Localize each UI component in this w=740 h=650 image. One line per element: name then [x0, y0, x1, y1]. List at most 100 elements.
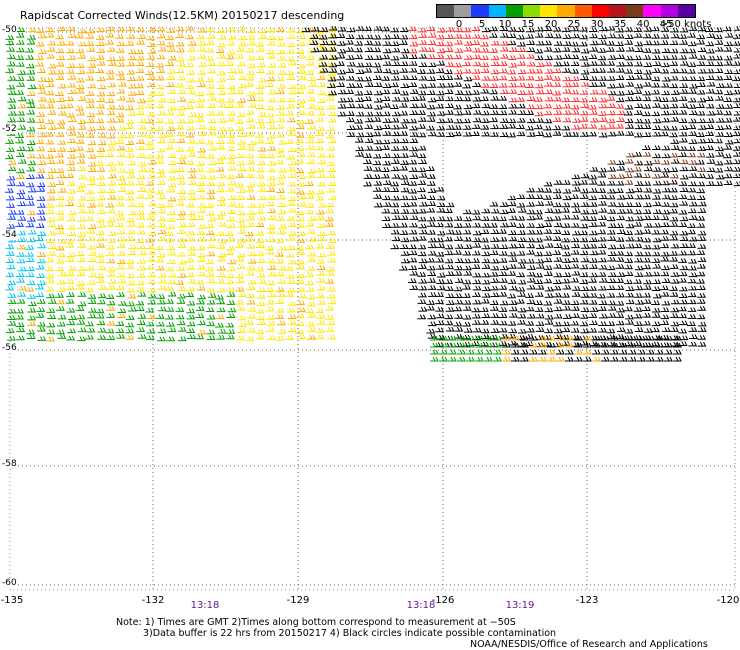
wind-barb — [255, 167, 265, 173]
wind-barb — [408, 201, 418, 207]
wind-barb — [400, 48, 410, 54]
wind-barb — [236, 328, 246, 333]
wind-barb — [499, 244, 509, 250]
wind-barb — [236, 160, 246, 166]
wind-barb — [400, 96, 410, 102]
wind-barb — [624, 208, 634, 214]
wind-barb — [462, 209, 472, 215]
wind-barb — [579, 237, 589, 243]
wind-barb — [115, 210, 125, 216]
wind-barb — [185, 146, 195, 152]
wind-barb — [317, 202, 327, 208]
wind-barb — [679, 166, 689, 172]
wind-barb — [95, 273, 105, 278]
wind-barb — [489, 26, 499, 32]
wind-barb — [66, 252, 76, 258]
wind-barb — [315, 258, 325, 264]
wind-barb — [670, 299, 680, 305]
wind-barb — [669, 48, 679, 54]
wind-barb — [499, 26, 509, 31]
wind-barb — [277, 265, 287, 271]
wind-barb — [157, 236, 166, 241]
wind-barb — [57, 187, 67, 193]
wind-barb — [165, 299, 174, 304]
wind-barb — [309, 34, 319, 39]
wind-barb — [409, 131, 419, 137]
wind-barb — [453, 271, 463, 276]
wind-barb — [207, 292, 217, 298]
wind-barb — [67, 55, 77, 60]
wind-barb — [127, 160, 137, 166]
wind-barb — [589, 76, 598, 81]
wind-barb — [325, 222, 334, 227]
wind-barb — [27, 27, 37, 33]
wind-barb — [97, 265, 107, 271]
wind-barb — [562, 88, 572, 94]
wind-barb — [235, 202, 245, 208]
wind-barb — [167, 210, 176, 216]
wind-barb — [642, 96, 652, 102]
wind-barb — [345, 54, 355, 60]
wind-barb — [96, 166, 106, 172]
wind-barb — [77, 182, 87, 188]
wind-barb — [15, 308, 24, 314]
wind-barb — [534, 300, 543, 306]
wind-barb — [417, 244, 427, 250]
wind-barb — [36, 273, 45, 279]
wind-barb — [196, 299, 206, 305]
wind-barb — [589, 46, 599, 52]
wind-barb — [526, 132, 536, 137]
wind-barb — [255, 231, 265, 236]
wind-barb — [26, 237, 36, 243]
wind-barb — [237, 292, 247, 297]
wind-barb — [660, 97, 669, 103]
wind-barb — [45, 278, 55, 284]
wind-barb — [187, 334, 196, 339]
wind-barb — [490, 216, 500, 221]
wind-barb — [652, 103, 661, 108]
wind-barb — [177, 229, 186, 235]
wind-barb — [16, 146, 26, 151]
wind-barb — [588, 243, 598, 249]
wind-barb — [552, 125, 562, 131]
wind-barb — [472, 279, 482, 285]
wind-barb — [615, 257, 625, 262]
wind-barb — [277, 202, 287, 207]
wind-barb — [651, 40, 660, 46]
wind-barb — [45, 257, 55, 263]
wind-barb — [562, 34, 572, 39]
wind-barb — [295, 168, 305, 174]
wind-barb — [275, 335, 285, 341]
wind-barb — [135, 110, 145, 116]
wind-barb — [633, 55, 642, 61]
wind-barb — [526, 229, 536, 235]
wind-barb — [472, 82, 482, 88]
wind-barb — [688, 131, 698, 136]
wind-barb — [471, 250, 481, 256]
wind-barb — [115, 201, 125, 207]
wind-barb — [597, 172, 607, 178]
wind-barb — [316, 299, 326, 305]
wind-barb — [597, 249, 607, 255]
wind-barb — [165, 61, 175, 66]
wind-barb — [643, 69, 653, 75]
wind-barb — [55, 201, 65, 207]
wind-barb — [579, 116, 589, 122]
wind-barb — [598, 132, 608, 138]
wind-barb — [96, 48, 106, 53]
wind-barb — [498, 82, 508, 88]
wind-barb — [732, 166, 740, 172]
wind-barb — [5, 35, 15, 40]
wind-barb — [16, 47, 25, 53]
wind-barb — [166, 279, 176, 285]
wind-barb — [326, 286, 336, 292]
wind-barb — [105, 32, 115, 38]
wind-barb — [75, 63, 85, 68]
wind-barb — [507, 293, 517, 299]
wind-barb — [642, 209, 652, 214]
wind-barb — [27, 321, 36, 326]
wind-barb — [732, 125, 740, 131]
wind-barb — [435, 299, 445, 305]
wind-barb — [715, 146, 724, 152]
wind-barb — [265, 82, 274, 88]
